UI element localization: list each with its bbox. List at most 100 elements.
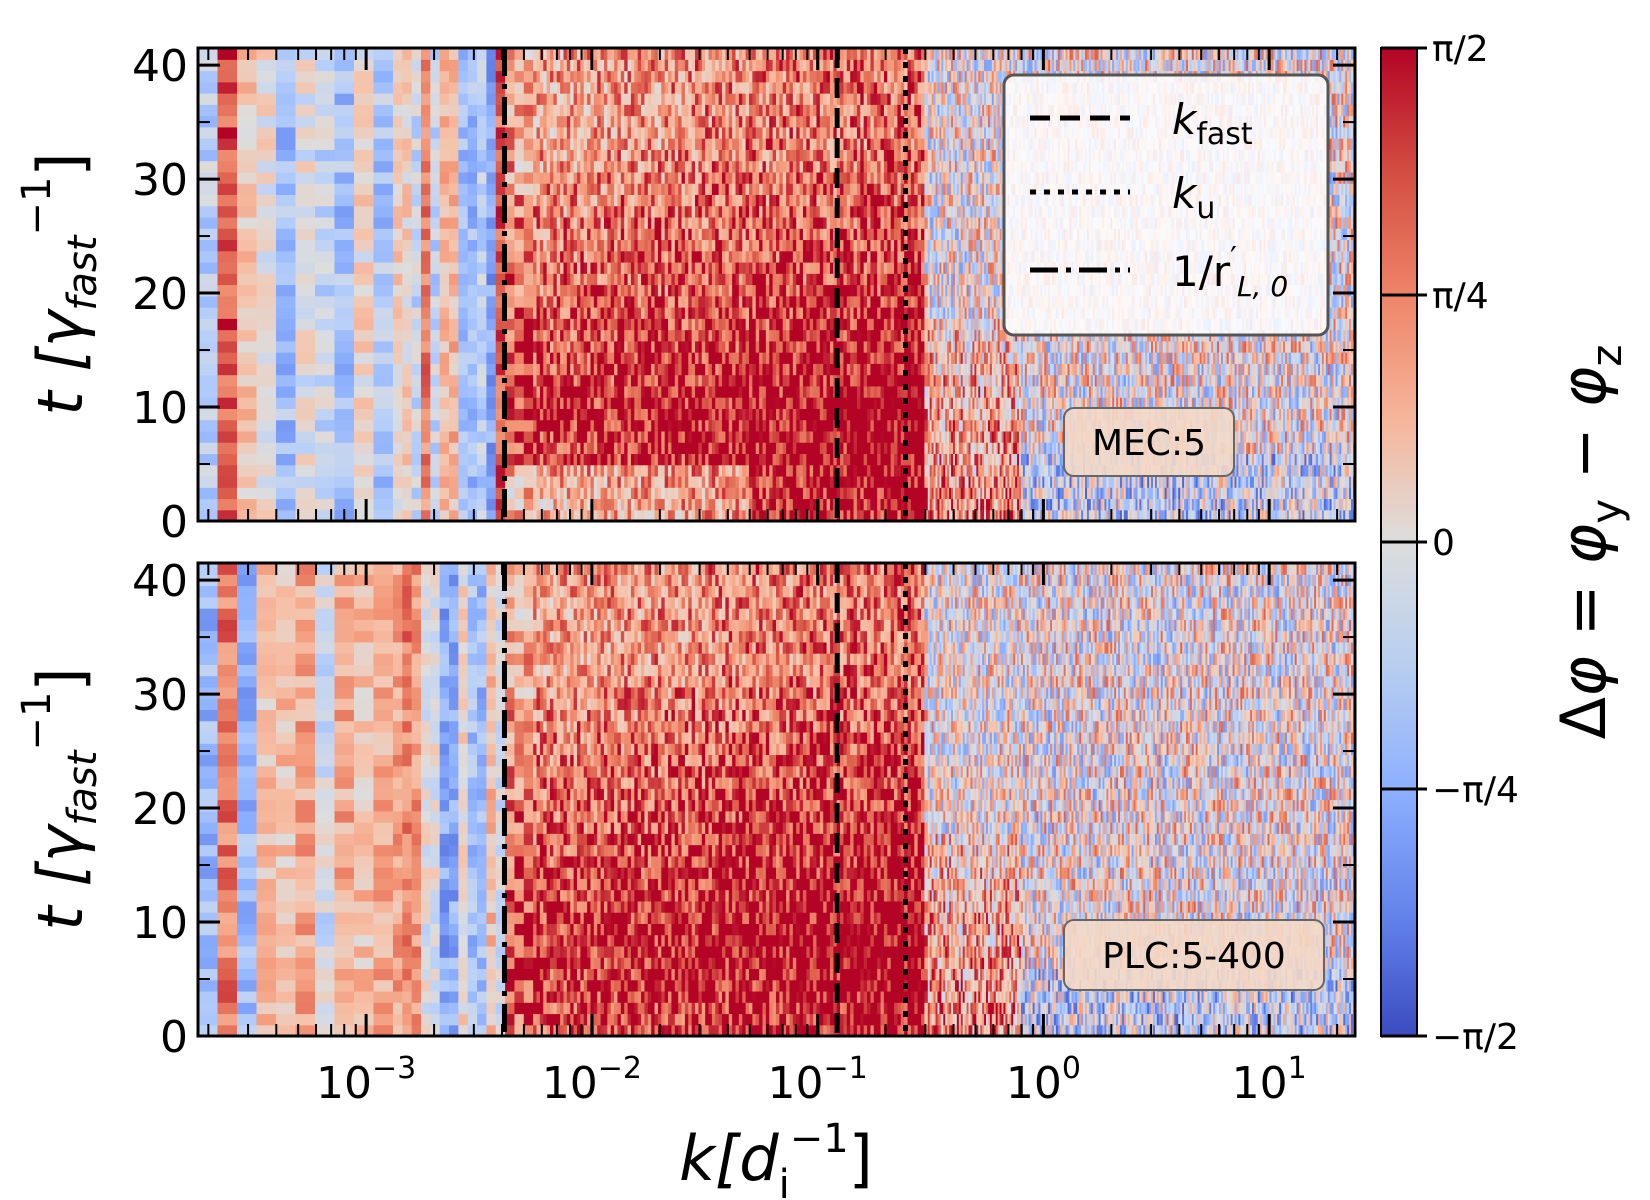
heatmap-cell xyxy=(373,307,393,319)
heatmap-cell xyxy=(295,239,315,251)
heatmap-cell xyxy=(412,161,422,173)
heatmap-cell xyxy=(524,386,534,398)
heatmap-cell xyxy=(440,386,450,398)
heatmap-cell xyxy=(373,138,393,150)
heatmap-cell xyxy=(256,420,276,432)
heatmap-cell xyxy=(256,487,276,499)
heatmap-cell xyxy=(524,172,534,184)
heatmap-cell xyxy=(402,465,412,477)
heatmap-cell xyxy=(477,149,487,161)
heatmap-cell xyxy=(295,498,315,510)
heatmap-cell xyxy=(393,217,403,229)
heatmap-cell xyxy=(440,71,450,83)
heatmap-cell xyxy=(412,487,422,499)
heatmap-cell xyxy=(430,127,440,139)
heatmap-cell xyxy=(198,228,218,240)
heatmap-cell xyxy=(449,453,459,465)
heatmap-cell xyxy=(276,318,296,330)
heatmap-cell xyxy=(295,307,315,319)
heatmap-cell xyxy=(430,82,440,94)
heatmap-cell xyxy=(218,375,238,387)
heatmap-cell xyxy=(458,217,468,229)
heatmap-cell xyxy=(334,341,354,353)
heatmap-cell xyxy=(449,330,459,342)
heatmap-cell xyxy=(276,48,296,60)
heatmap-cell xyxy=(440,442,450,454)
heatmap-cell xyxy=(402,93,412,105)
heatmap-cell xyxy=(237,296,257,308)
heatmap-cell xyxy=(402,318,412,330)
heatmap-cell xyxy=(218,352,238,364)
heatmap-cell xyxy=(486,172,496,184)
heatmap-cell xyxy=(198,487,218,499)
heatmap-cell xyxy=(295,194,315,206)
heatmap-cell xyxy=(421,420,431,432)
heatmap-cell xyxy=(315,397,335,409)
heatmap-cell xyxy=(524,330,534,342)
heatmap-cell xyxy=(393,239,403,251)
heatmap-cell xyxy=(458,194,468,206)
heatmap-cell xyxy=(334,431,354,443)
heatmap-cell xyxy=(449,161,459,173)
heatmap-cell xyxy=(468,48,478,60)
heatmap-cell xyxy=(402,330,412,342)
heatmap-cell xyxy=(458,228,468,240)
heatmap-cell xyxy=(393,318,403,330)
heatmap-cell xyxy=(458,465,468,477)
heatmap-cell xyxy=(514,116,524,128)
heatmap-cell xyxy=(276,206,296,218)
heatmap-cell xyxy=(524,194,534,206)
heatmap-cell xyxy=(486,48,496,60)
heatmap-cell xyxy=(237,375,257,387)
heatmap-cell xyxy=(421,127,431,139)
heatmap-cell xyxy=(295,442,315,454)
heatmap-cell xyxy=(468,116,478,128)
heatmap-cell xyxy=(524,352,534,364)
heatmap-cell xyxy=(295,217,315,229)
heatmap-cell xyxy=(440,59,450,71)
heatmap-cell xyxy=(373,442,393,454)
heatmap-cell xyxy=(449,93,459,105)
heatmap-cell xyxy=(373,397,393,409)
heatmap-cell xyxy=(354,183,374,195)
heatmap-cell xyxy=(449,476,459,488)
heatmap-cell xyxy=(486,149,496,161)
heatmap-cell xyxy=(430,48,440,60)
heatmap-cell xyxy=(540,296,544,308)
heatmap-cell xyxy=(315,251,335,263)
heatmap-cell xyxy=(218,296,238,308)
heatmap-cell xyxy=(295,93,315,105)
heatmap-cell xyxy=(315,453,335,465)
heatmap-cell xyxy=(477,408,487,420)
heatmap-cell xyxy=(373,59,393,71)
heatmap-cell xyxy=(334,487,354,499)
heatmap-cell xyxy=(430,183,440,195)
heatmap-cell xyxy=(373,93,393,105)
heatmap-cell xyxy=(421,341,431,353)
heatmap-cell xyxy=(430,194,440,206)
heatmap-cell xyxy=(373,104,393,116)
heatmap-cell xyxy=(477,285,487,297)
heatmap-cell xyxy=(421,228,431,240)
heatmap-cell xyxy=(237,149,257,161)
heatmap-cell xyxy=(334,498,354,510)
heatmap-cell xyxy=(373,71,393,83)
heatmap-cell xyxy=(198,408,218,420)
heatmap-cell xyxy=(421,206,431,218)
heatmap-cell xyxy=(524,341,534,353)
heatmap-cell xyxy=(486,194,496,206)
heatmap-cell xyxy=(412,273,422,285)
heatmap-cell xyxy=(524,104,534,116)
heatmap-cell xyxy=(477,341,487,353)
heatmap-cell xyxy=(393,93,403,105)
heatmap-cell xyxy=(295,273,315,285)
heatmap-cell xyxy=(477,239,487,251)
heatmap-cell xyxy=(440,48,450,60)
heatmap-cell xyxy=(334,228,354,240)
heatmap-cell xyxy=(430,217,440,229)
heatmap-cell xyxy=(315,104,335,116)
heatmap-cell xyxy=(421,285,431,297)
heatmap-cell xyxy=(373,228,393,240)
heatmap-cell xyxy=(449,397,459,409)
heatmap-cell xyxy=(486,206,496,218)
